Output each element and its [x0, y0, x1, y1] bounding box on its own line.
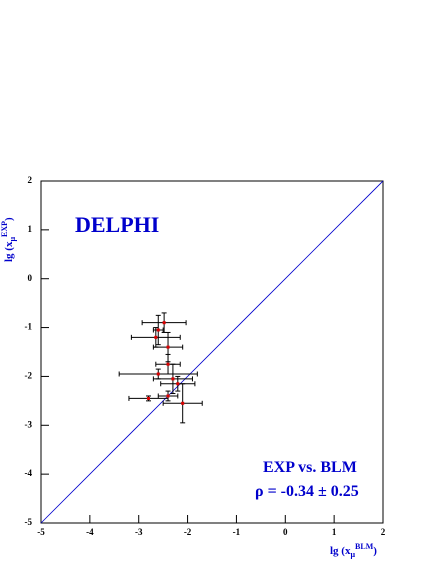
annotation: DELPHI: [75, 212, 159, 237]
plot-frame: [40, 180, 384, 524]
y-axis-label: lg (xμEXP): [0, 217, 17, 262]
y-tick-label: 2: [28, 175, 33, 185]
y-tick-label: -3: [25, 419, 33, 429]
x-tick-label: -4: [86, 527, 94, 537]
x-tick-label: -3: [135, 527, 143, 537]
annotation: EXP vs. BLM: [263, 459, 357, 476]
label-part: lg (x: [330, 545, 351, 557]
point: [181, 401, 185, 405]
x-tick-label: -5: [37, 527, 45, 537]
point: [154, 335, 158, 339]
point: [166, 394, 170, 398]
x-axis-label: lg (xμBLM): [330, 542, 377, 559]
y-tick-label: -4: [25, 468, 33, 478]
point: [156, 372, 160, 376]
diagonal-line: [40, 180, 384, 524]
point: [146, 396, 150, 400]
x-tick-label: 2: [381, 527, 386, 537]
point: [176, 382, 180, 386]
label-sup: BLM: [355, 542, 374, 551]
label-part: ): [373, 545, 377, 557]
label-sup: EXP: [0, 221, 9, 237]
point: [171, 377, 175, 381]
point: [156, 328, 160, 332]
x-tick-label: 1: [332, 527, 337, 537]
y-tick-label: -1: [25, 322, 33, 332]
annotation: ρ = -0.34 ± 0.25: [255, 483, 359, 500]
x-tick-label: -1: [233, 527, 241, 537]
label-sub: μ: [8, 237, 17, 242]
label-part: ): [3, 217, 15, 221]
label-part: lg (x: [3, 241, 15, 262]
x-tick-label: 0: [283, 527, 288, 537]
point: [166, 362, 170, 366]
y-tick-label: -5: [25, 517, 33, 527]
point: [162, 321, 166, 325]
point: [166, 345, 170, 349]
y-tick-label: 1: [28, 224, 33, 234]
label-sub: μ: [350, 550, 355, 559]
x-tick-label: -2: [184, 527, 192, 537]
y-tick-label: -2: [25, 370, 33, 380]
y-tick-label: 0: [28, 273, 33, 283]
